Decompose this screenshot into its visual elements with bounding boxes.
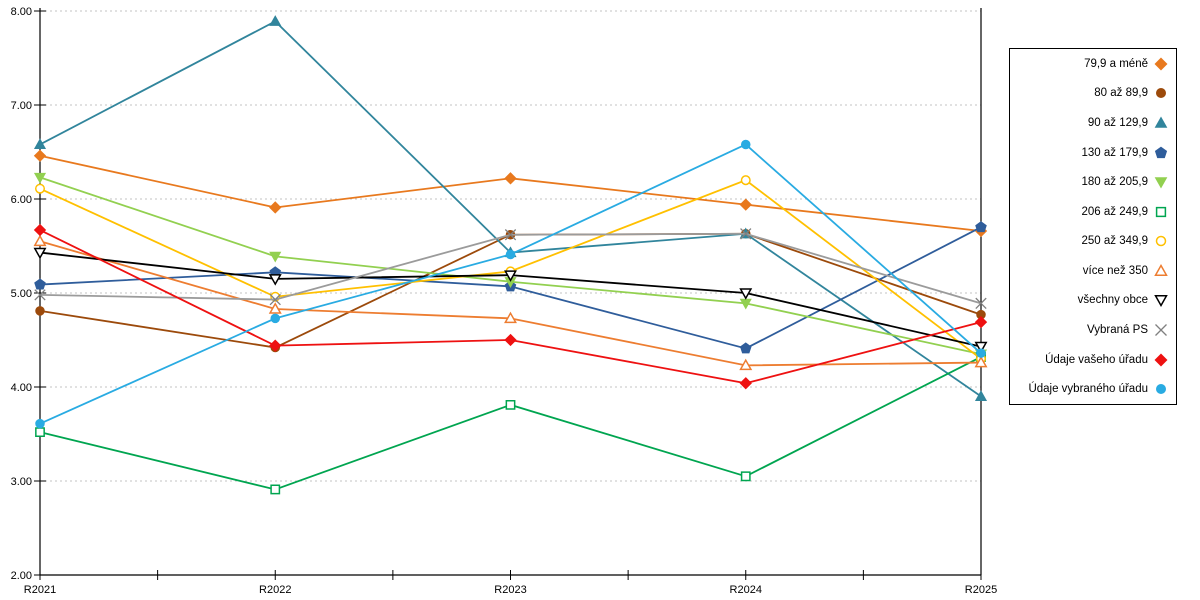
data-point-marker [975,221,987,233]
data-point-marker [33,247,47,260]
data-point-marker [976,348,986,358]
data-point-marker [34,278,46,290]
legend-item-label: 80 až 89,9 [1094,87,1148,100]
x-tick-label: R2024 [730,584,762,596]
legend-item-label: 130 až 179,9 [1081,146,1148,159]
data-point-marker [974,390,988,401]
data-point-marker [504,333,517,347]
legend-item-label: 206 až 249,9 [1081,205,1148,218]
legend-marker-icon [1154,263,1168,276]
data-point-marker [270,313,281,324]
data-point-marker [33,138,47,150]
legend-item: 90 až 129,9 [1010,115,1176,131]
legend-marker-icon [1154,295,1168,308]
data-point-marker [740,471,751,482]
y-tick-label: 8.00 [11,6,32,18]
legend-marker-icon [1155,384,1167,395]
legend-item-label: 90 až 129,9 [1087,116,1148,129]
data-point-marker [268,302,282,314]
data-point-marker [505,399,516,410]
data-point-marker [33,223,47,237]
data-point-marker [974,341,988,354]
data-point-marker [33,172,47,184]
legend-item: 180 až 205,9 [1010,174,1176,190]
legend-marker-icon [1155,88,1167,99]
data-point-marker [270,484,281,495]
legend-marker-icon [1155,324,1167,336]
data-point-marker [268,274,282,286]
data-point-marker [504,270,517,282]
legend-item: Údaje vybraného úřadu [1010,381,1176,397]
legend-marker-icon [1154,146,1168,158]
data-point-marker [35,418,45,429]
legend-item: více než 350 [1010,263,1176,279]
legend-item: 80 až 89,9 [1010,85,1176,101]
data-point-marker [269,251,282,263]
series-line-8 [39,240,982,367]
legend-marker-icon [1154,116,1168,128]
legend-item-label: 180 až 205,9 [1081,176,1148,189]
data-point-marker [33,234,47,247]
data-point-marker [740,228,752,240]
data-point-marker [35,427,45,438]
y-tick-label: 3.00 [11,476,32,488]
legend-item: 79,9 a méně [1010,56,1176,72]
data-point-marker [739,377,752,390]
legend-marker-icon [1154,353,1168,367]
y-tick-label: 6.00 [11,194,32,206]
data-point-marker [34,289,46,301]
y-tick-label: 5.00 [11,288,32,300]
series-line-6 [39,356,982,491]
legend-item: 250 až 349,9 [1010,233,1176,249]
legend-item: Údaje vašeho úřadu [1010,352,1176,368]
legend-item-label: 250 až 349,9 [1081,235,1148,248]
legend-item: všechny obce [1010,292,1176,308]
data-point-marker [269,201,282,214]
data-point-marker [269,293,281,306]
y-tick-label: 7.00 [11,100,32,112]
data-point-marker [34,183,46,194]
y-tick-label: 4.00 [11,382,32,394]
legend-item-label: 79,9 a méně [1084,57,1148,70]
data-point-marker [739,198,752,211]
x-tick-label: R2021 [24,584,56,596]
legend: 79,9 a méně 80 až 89,9 90 až 129,9 130 až 1… [1009,48,1177,405]
data-point-marker [269,15,282,26]
legend-item: 130 až 179,9 [1010,145,1176,161]
legend-marker-icon [1154,57,1168,71]
legend-item-label: Údaje vašeho úřadu [1045,353,1148,366]
data-point-marker [740,139,751,150]
legend-item: 206 až 249,9 [1010,204,1176,220]
data-point-marker [269,339,282,352]
data-point-marker [974,355,988,368]
legend-item: Vybraná PS [1010,322,1176,338]
y-tick-label: 2.00 [11,570,32,582]
legend-item-label: všechny obce [1077,294,1148,307]
data-point-marker [504,311,517,324]
legend-item-label: Vybraná PS [1087,323,1148,336]
data-point-marker [504,229,517,241]
legend-item-label: Údaje vybraného úřadu [1028,383,1148,396]
data-point-marker [505,249,516,260]
data-point-marker [975,297,987,309]
data-point-marker [33,149,47,162]
x-tick-label: R2025 [965,584,997,596]
data-point-marker [35,306,45,316]
data-point-marker [739,358,753,371]
legend-marker-icon [1155,235,1167,247]
data-point-marker [974,315,988,329]
x-tick-label: R2022 [259,584,291,596]
x-tick-label: R2023 [494,584,526,596]
legend-marker-icon [1155,206,1167,217]
data-point-marker [740,175,751,186]
data-point-marker [739,342,752,354]
legend-item-label: více než 350 [1082,264,1148,277]
data-point-marker [504,172,517,185]
series-line-1 [39,154,982,232]
legend-marker-icon [1154,177,1168,189]
data-point-marker [739,288,753,300]
